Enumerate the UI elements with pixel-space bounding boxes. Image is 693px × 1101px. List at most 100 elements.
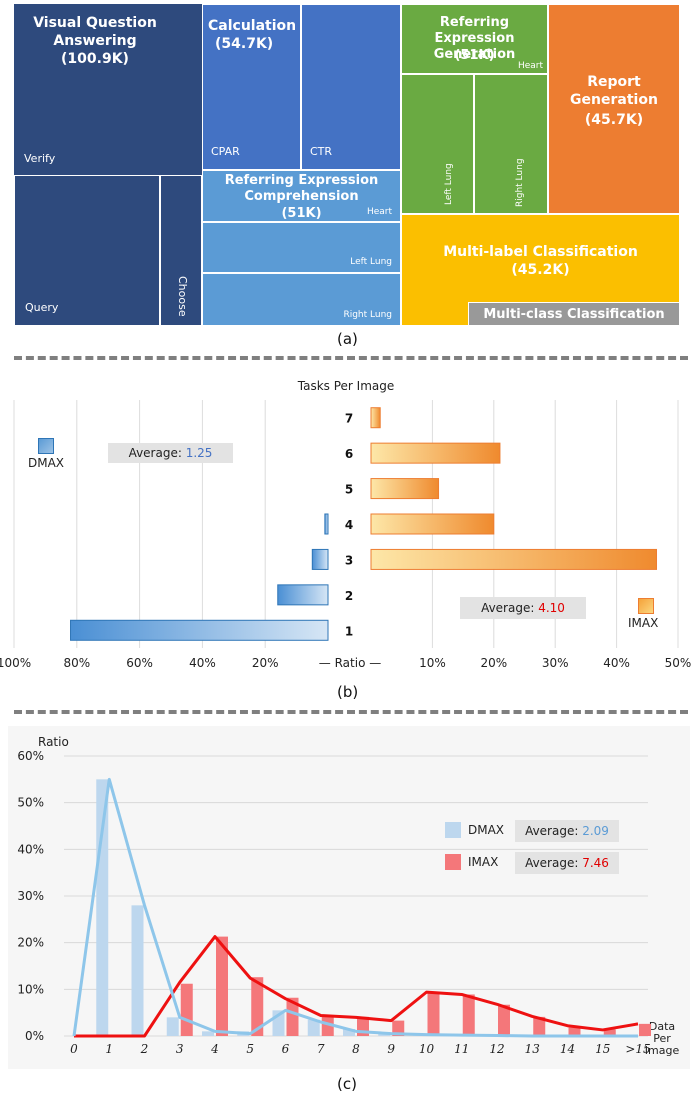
tick-label-right: 10% [419, 656, 446, 670]
dmax-c-average-value: 2.09 [582, 824, 609, 838]
chart-c-xlabel: Data Per Image [645, 1020, 680, 1057]
tile-rec-heart: Referring Expression Comprehension (51K) … [202, 170, 401, 222]
x-tick-label: 9 [387, 1042, 395, 1056]
imax-bar [603, 1029, 616, 1036]
x-tick-label: 1 [105, 1042, 113, 1056]
dmax-bar [277, 584, 329, 606]
imax-legend-swatch [638, 598, 654, 614]
imax-legend-label: IMAX [628, 616, 659, 630]
tile-calc-ctr: CTR [301, 4, 401, 170]
imax-bar [180, 983, 193, 1036]
dmax-c-average-label: Average: [525, 824, 579, 838]
report-title-line2: Generation [570, 92, 658, 108]
imax-average-label: Average: [481, 601, 535, 615]
calc-cpar-label: CPAR [211, 145, 240, 158]
x-tick-label: 7 [317, 1042, 325, 1056]
vqa-count: (100.9K) [61, 51, 129, 67]
separator-2 [14, 710, 688, 714]
dmax-c-average-box: Average: 2.09 [515, 820, 619, 842]
vqa-verify-label: Verify [24, 152, 56, 165]
y-tick-label: 10% [17, 982, 44, 996]
x-tick-label: 2 [140, 1042, 149, 1056]
x-tick-label: 0 [70, 1042, 78, 1056]
imax-c-average-box: Average: 7.46 [515, 852, 619, 874]
reg-heart-label: Heart [517, 61, 543, 71]
x-tick-label: 5 [246, 1042, 254, 1056]
dmax-bar [343, 1029, 355, 1036]
imax-average-value: 4.10 [538, 601, 565, 615]
calc-count: (54.7K) [215, 36, 274, 52]
tick-label-left: 20% [252, 656, 279, 670]
calc-title: Calculation [208, 18, 297, 34]
y-tick-label: 20% [17, 936, 44, 950]
imax-bar [568, 1027, 581, 1036]
dmax-bar [131, 905, 144, 1036]
reg-left-lung-label: Left Lung [444, 163, 454, 205]
tick-label-right: 40% [603, 656, 630, 670]
imax-line [74, 935, 639, 1038]
tile-multi-class: Multi-class Classification (6K) [468, 302, 680, 340]
tile-reg-heart: Referring Expression Generation (51K) Hea… [401, 4, 548, 74]
data-per-image-panel [8, 726, 690, 1069]
x-tick-label: 14 [560, 1042, 575, 1056]
tick-label-left: 40% [189, 656, 216, 670]
dmax-bar [324, 513, 329, 535]
y-tick-label: 0% [25, 1029, 44, 1043]
x-tick-label: 10 [419, 1042, 435, 1056]
dmax-line [72, 777, 638, 1038]
imax-average-box: Average: 4.10 [460, 597, 586, 619]
category-label: 7 [345, 412, 353, 426]
report-count: (45.7K) [584, 112, 644, 128]
tick-label-left: 80% [63, 656, 90, 670]
vqa-choose-label: Choose [176, 276, 189, 317]
rec-heart-label: Heart [366, 207, 392, 217]
imax-bar [370, 407, 381, 429]
x-tick-label: 3 [176, 1042, 184, 1056]
mcc-title: Multi-class Classification (6K) [483, 307, 665, 340]
tick-label-left: 100% [0, 656, 31, 670]
imax-c-legend-label: IMAX [468, 855, 499, 869]
category-label: 3 [345, 553, 353, 567]
category-label: 4 [345, 518, 353, 532]
y-tick-label: 40% [17, 842, 44, 856]
tile-vqa: Visual Question Answering (100.9K) Verify [14, 4, 202, 175]
category-label: 2 [345, 589, 353, 603]
dmax-c-legend-swatch [445, 822, 461, 838]
tasks-per-image-chart: Tasks Per Image 100% 80% 60% 40% 20% 10% 20% 30%… [0, 379, 691, 670]
y-tick-label: 30% [17, 889, 44, 903]
dmax-bar [311, 548, 329, 570]
x-tick-label: 12 [489, 1042, 504, 1056]
dmax-average-label: Average: [128, 446, 182, 460]
reg-title-line2: Generation [433, 47, 516, 62]
x-tick-label: 11 [454, 1042, 469, 1056]
tile-vqa-choose: Choose [160, 175, 202, 326]
dmax-legend-swatch [38, 438, 54, 454]
tile-report: Report Generation (45.7K) [548, 4, 680, 214]
dmax-legend-label: DMAX [28, 456, 65, 470]
reg-title-line1: Referring Expression [434, 15, 515, 46]
tile-calc-cpar: Calculation (54.7K) CPAR [202, 4, 301, 170]
category-label: 1 [345, 624, 353, 638]
chart-b-xlabel: — Ratio — [319, 656, 381, 670]
vqa-title-line1: Visual Question [33, 15, 157, 31]
tick-label-right: 20% [480, 656, 507, 670]
rec-title-line1: Referring Expression [224, 173, 379, 188]
panel-label-c: (c) [337, 1075, 357, 1093]
x-tick-label: 15 [595, 1042, 610, 1056]
imax-bar [370, 548, 658, 570]
dmax-bar [70, 619, 329, 641]
x-tick-label: 6 [282, 1042, 290, 1056]
dmax-bar [307, 1019, 320, 1036]
imax-bar [533, 1016, 546, 1036]
imax-bar [392, 1020, 405, 1036]
tick-label-left: 60% [126, 656, 153, 670]
rec-title-line2: Comprehension [244, 189, 359, 204]
chart-c-ylabel: Ratio [38, 735, 69, 749]
separator-1 [14, 356, 688, 360]
tile-reg-right-lung: Right Lung [474, 74, 548, 214]
rec-right-lung-label: Right Lung [343, 310, 392, 320]
reg-right-lung-label: Right Lung [515, 158, 525, 207]
imax-bar [251, 977, 264, 1036]
imax-bar [370, 442, 501, 464]
